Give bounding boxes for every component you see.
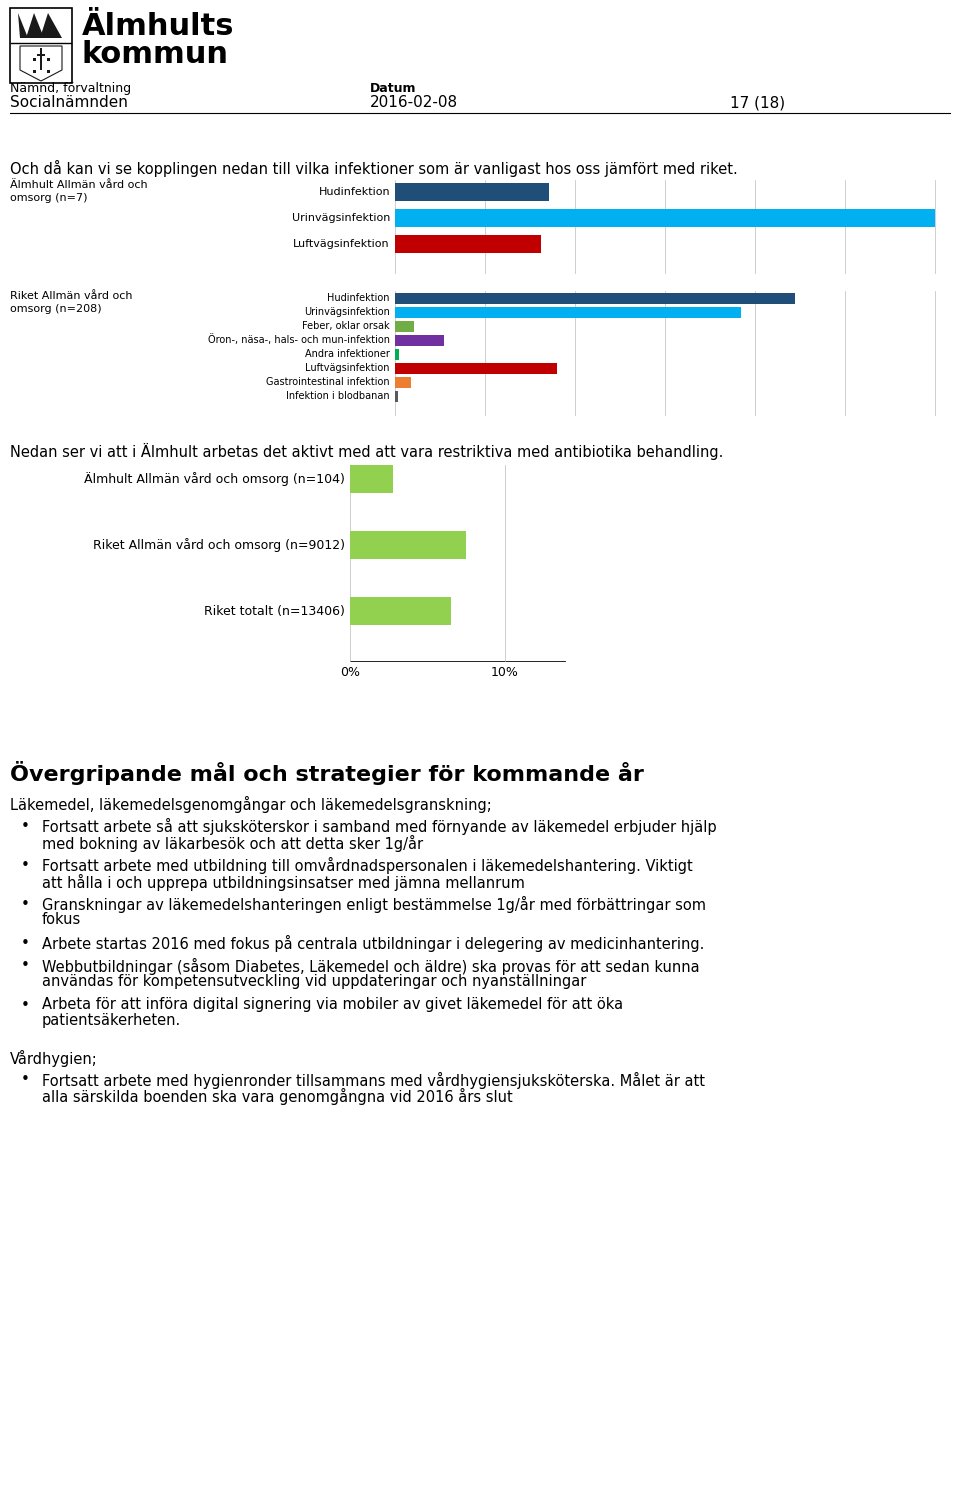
Text: 10%: 10% — [492, 666, 519, 678]
Text: •: • — [20, 1073, 30, 1088]
Text: patientsäkerheten.: patientsäkerheten. — [42, 1013, 181, 1028]
Text: med bokning av läkarbesök och att detta sker 1g/år: med bokning av läkarbesök och att detta … — [42, 835, 423, 851]
Text: Hudinfektion: Hudinfektion — [319, 188, 390, 197]
Bar — [395, 390, 397, 402]
Text: Läkemedel, läkemedelsgenomgångar och läkemedelsgranskning;: Läkemedel, läkemedelsgenomgångar och läk… — [10, 796, 492, 814]
Polygon shape — [20, 47, 62, 81]
Bar — [33, 59, 36, 62]
Bar — [395, 209, 935, 227]
Text: 0%: 0% — [340, 666, 360, 678]
Text: Luftvägsinfektion: Luftvägsinfektion — [294, 239, 390, 249]
Text: Datum: Datum — [370, 83, 417, 95]
Bar — [395, 363, 557, 374]
Text: Andra infektioner: Andra infektioner — [305, 350, 390, 359]
Bar — [395, 335, 444, 347]
Text: 2016-02-08: 2016-02-08 — [370, 95, 458, 110]
Text: alla särskilda boenden ska vara genomgångna vid 2016 års slut: alla särskilda boenden ska vara genomgån… — [42, 1088, 513, 1105]
Text: Webbutbildningar (såsom Diabetes, Läkemedel och äldre) ska provas för att sedan : Webbutbildningar (såsom Diabetes, Läkeme… — [42, 958, 700, 974]
Text: Infektion i blodbanan: Infektion i blodbanan — [286, 390, 390, 401]
Bar — [350, 597, 451, 624]
Text: Fortsatt arbete med utbildning till omvårdnadspersonalen i läkemedelshantering. : Fortsatt arbete med utbildning till omvå… — [42, 857, 693, 874]
Text: Öron-, näsa-, hals- och mun-infektion: Öron-, näsa-, hals- och mun-infektion — [208, 335, 390, 345]
Text: fokus: fokus — [42, 913, 82, 928]
Bar — [33, 71, 36, 74]
Text: •: • — [20, 998, 30, 1013]
Bar — [395, 350, 399, 360]
Text: omsorg (n=208): omsorg (n=208) — [10, 305, 102, 314]
Bar — [395, 377, 411, 387]
Bar — [395, 308, 740, 318]
Polygon shape — [18, 14, 28, 38]
Text: Granskningar av läkemedelshanteringen enligt bestämmelse 1g/år med förbättringar: Granskningar av läkemedelshanteringen en… — [42, 896, 706, 913]
Text: att hålla i och upprepa utbildningsinsatser med jämna mellanrum: att hålla i och upprepa utbildningsinsat… — [42, 874, 525, 890]
Text: Luftvägsinfektion: Luftvägsinfektion — [305, 363, 390, 374]
Text: •: • — [20, 959, 30, 974]
Text: Vårdhygien;: Vårdhygien; — [10, 1049, 98, 1067]
Text: Nedan ser vi att i Älmhult arbetas det aktivt med att vara restriktiva med antib: Nedan ser vi att i Älmhult arbetas det a… — [10, 443, 724, 459]
Text: 17 (18): 17 (18) — [730, 95, 785, 110]
Bar — [350, 531, 467, 558]
Text: Älmhult Allmän vård och: Älmhult Allmän vård och — [10, 180, 148, 191]
Text: Urinvägsinfektion: Urinvägsinfektion — [292, 213, 390, 224]
Bar — [395, 321, 414, 332]
Text: Socialnämnden: Socialnämnden — [10, 95, 128, 110]
Text: Hudinfektion: Hudinfektion — [327, 293, 390, 303]
Bar — [395, 293, 795, 305]
Bar — [47, 71, 50, 74]
Text: Övergripande mål och strategier för kommande år: Övergripande mål och strategier för komm… — [10, 761, 644, 785]
Bar — [10, 8, 72, 83]
Text: Älmhults: Älmhults — [82, 12, 234, 41]
Polygon shape — [40, 14, 62, 38]
Text: kommun: kommun — [82, 41, 229, 69]
Text: •: • — [20, 859, 30, 874]
Text: Och då kan vi se kopplingen nedan till vilka infektioner som är vanligast hos os: Och då kan vi se kopplingen nedan till v… — [10, 161, 737, 177]
Bar — [395, 236, 540, 254]
Text: Gastrointestinal infektion: Gastrointestinal infektion — [266, 377, 390, 387]
Polygon shape — [26, 14, 44, 38]
Text: Fortsatt arbete med hygienronder tillsammans med vårdhygiensjuksköterska. Målet : Fortsatt arbete med hygienronder tillsam… — [42, 1072, 705, 1088]
Text: •: • — [20, 937, 30, 952]
Bar — [47, 59, 50, 62]
Text: Nämnd, förvaltning: Nämnd, förvaltning — [10, 83, 132, 95]
Text: användas för kompetensutveckling vid uppdateringar och nyanställningar: användas för kompetensutveckling vid upp… — [42, 974, 587, 989]
Bar — [37, 54, 45, 56]
Text: •: • — [20, 820, 30, 835]
Text: •: • — [20, 898, 30, 913]
Bar — [350, 465, 394, 492]
Text: Feber, oklar orsak: Feber, oklar orsak — [302, 321, 390, 332]
Text: Arbete startas 2016 med fokus på centrala utbildningar i delegering av medicinha: Arbete startas 2016 med fokus på central… — [42, 935, 705, 952]
Bar — [40, 48, 42, 71]
Text: Riket Allmän vård och: Riket Allmän vård och — [10, 291, 132, 302]
Text: Fortsatt arbete så att sjuksköterskor i samband med förnyande av läkemedel erbju: Fortsatt arbete så att sjuksköterskor i … — [42, 818, 716, 835]
Text: Arbeta för att införa digital signering via mobiler av givet läkemedel för att ö: Arbeta för att införa digital signering … — [42, 997, 623, 1012]
Bar — [395, 183, 549, 201]
Text: Riket Allmän vård och omsorg (n=9012): Riket Allmän vård och omsorg (n=9012) — [93, 537, 345, 552]
Text: Älmhult Allmän vård och omsorg (n=104): Älmhult Allmän vård och omsorg (n=104) — [84, 471, 345, 486]
Text: Urinvägsinfektion: Urinvägsinfektion — [304, 308, 390, 317]
Text: omsorg (n=7): omsorg (n=7) — [10, 194, 87, 203]
Text: Riket totalt (n=13406): Riket totalt (n=13406) — [204, 605, 345, 617]
